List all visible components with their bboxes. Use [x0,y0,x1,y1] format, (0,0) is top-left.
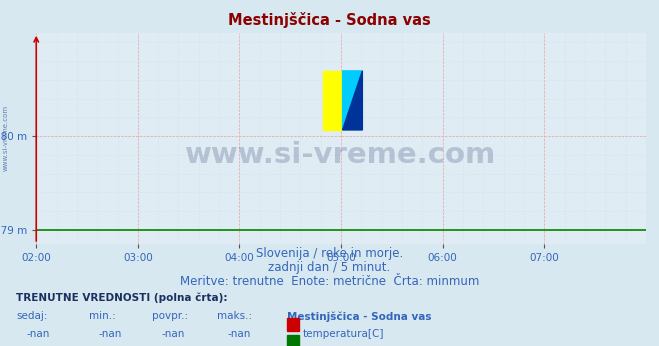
Text: Mestinjščica - Sodna vas: Mestinjščica - Sodna vas [287,311,431,322]
Text: sedaj:: sedaj: [16,311,48,321]
Text: www.si-vreme.com: www.si-vreme.com [2,105,9,172]
Text: Meritve: trenutne  Enote: metrične  Črta: minmum: Meritve: trenutne Enote: metrične Črta: … [180,275,479,288]
Text: Slovenija / reke in morje.: Slovenija / reke in morje. [256,247,403,261]
Text: -nan: -nan [99,329,122,339]
Text: TRENUTNE VREDNOSTI (polna črta):: TRENUTNE VREDNOSTI (polna črta): [16,292,228,303]
Text: min.:: min.: [89,311,116,321]
Text: www.si-vreme.com: www.si-vreme.com [185,141,497,169]
Text: povpr.:: povpr.: [152,311,188,321]
Text: maks.:: maks.: [217,311,252,321]
Text: Mestinjščica - Sodna vas: Mestinjščica - Sodna vas [228,12,431,28]
Text: -nan: -nan [161,329,185,339]
Text: temperatura[C]: temperatura[C] [303,329,385,339]
Text: -nan: -nan [227,329,250,339]
Text: -nan: -nan [26,329,49,339]
Text: zadnji dan / 5 minut.: zadnji dan / 5 minut. [268,261,391,274]
